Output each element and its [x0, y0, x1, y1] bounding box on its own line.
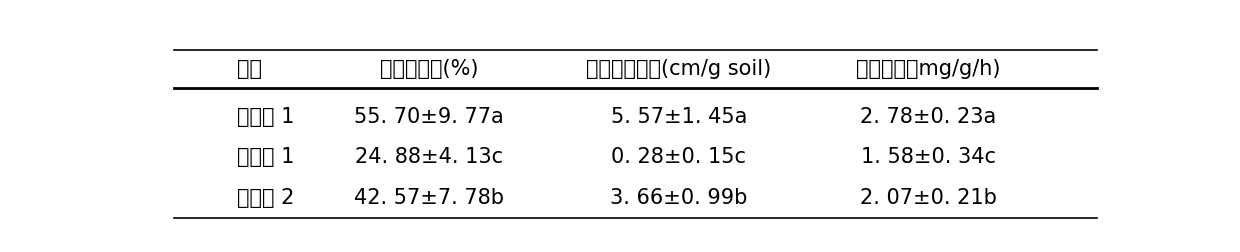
- Text: 菌根侵染率(%): 菌根侵染率(%): [379, 59, 479, 79]
- Text: 42. 57±7. 78b: 42. 57±7. 78b: [353, 188, 503, 208]
- Text: 土壤菌丝密度(cm/g soil): 土壤菌丝密度(cm/g soil): [587, 59, 771, 79]
- Text: 实施例 1: 实施例 1: [237, 107, 294, 127]
- Text: 2. 78±0. 23a: 2. 78±0. 23a: [861, 107, 997, 127]
- Text: 2. 07±0. 21b: 2. 07±0. 21b: [861, 188, 997, 208]
- Text: 1. 58±0. 34c: 1. 58±0. 34c: [861, 147, 996, 167]
- Text: 55. 70±9. 77a: 55. 70±9. 77a: [353, 107, 503, 127]
- Text: 处理: 处理: [237, 59, 262, 79]
- Text: 24. 88±4. 13c: 24. 88±4. 13c: [355, 147, 503, 167]
- Text: 对比例 2: 对比例 2: [237, 188, 294, 208]
- Text: 根系活力（mg/g/h): 根系活力（mg/g/h): [857, 59, 1001, 79]
- Text: 3. 66±0. 99b: 3. 66±0. 99b: [610, 188, 748, 208]
- Text: 5. 57±1. 45a: 5. 57±1. 45a: [610, 107, 746, 127]
- Text: 对比例 1: 对比例 1: [237, 147, 294, 167]
- Text: 0. 28±0. 15c: 0. 28±0. 15c: [611, 147, 746, 167]
